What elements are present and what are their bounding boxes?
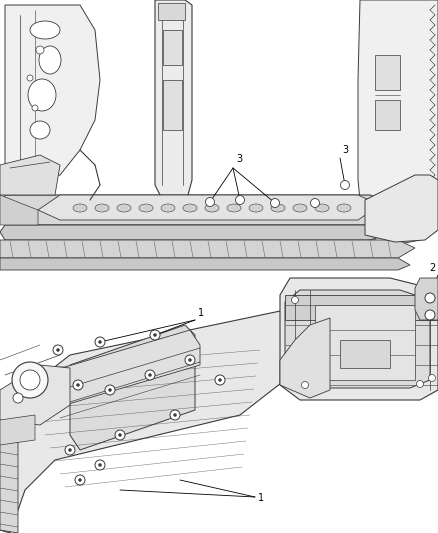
Circle shape <box>153 334 156 336</box>
Polygon shape <box>163 30 182 65</box>
Circle shape <box>77 384 80 386</box>
Circle shape <box>115 430 125 440</box>
Polygon shape <box>45 330 200 408</box>
Polygon shape <box>0 195 38 225</box>
Polygon shape <box>285 295 438 320</box>
Circle shape <box>425 310 435 320</box>
Circle shape <box>148 374 152 376</box>
Circle shape <box>75 475 85 485</box>
Circle shape <box>188 359 191 361</box>
Polygon shape <box>158 3 185 20</box>
Circle shape <box>425 293 435 303</box>
Circle shape <box>53 345 63 355</box>
Polygon shape <box>0 225 395 240</box>
Ellipse shape <box>249 204 263 212</box>
Ellipse shape <box>315 204 329 212</box>
Circle shape <box>27 75 33 81</box>
Circle shape <box>311 198 319 207</box>
Polygon shape <box>375 100 400 130</box>
Circle shape <box>65 445 75 455</box>
Ellipse shape <box>227 204 241 212</box>
Circle shape <box>145 370 155 380</box>
Circle shape <box>13 393 23 403</box>
Circle shape <box>57 349 60 351</box>
Polygon shape <box>0 258 410 270</box>
Ellipse shape <box>161 204 175 212</box>
Polygon shape <box>0 240 415 258</box>
Polygon shape <box>415 278 438 320</box>
Polygon shape <box>0 430 18 533</box>
Circle shape <box>105 385 115 395</box>
Circle shape <box>150 330 160 340</box>
Polygon shape <box>0 155 60 195</box>
Ellipse shape <box>139 204 153 212</box>
Ellipse shape <box>73 204 87 212</box>
Polygon shape <box>155 0 192 200</box>
Circle shape <box>78 479 81 481</box>
Text: 1: 1 <box>258 493 264 503</box>
Circle shape <box>205 198 215 206</box>
Polygon shape <box>163 80 182 130</box>
Ellipse shape <box>95 204 109 212</box>
Circle shape <box>95 460 105 470</box>
Circle shape <box>99 341 102 343</box>
Polygon shape <box>375 55 400 90</box>
Ellipse shape <box>183 204 197 212</box>
Polygon shape <box>38 195 380 220</box>
Polygon shape <box>340 340 390 368</box>
Circle shape <box>236 196 244 205</box>
Polygon shape <box>0 365 70 425</box>
Polygon shape <box>315 305 415 380</box>
Ellipse shape <box>271 204 285 212</box>
Circle shape <box>219 378 222 382</box>
Circle shape <box>292 296 299 303</box>
Polygon shape <box>280 318 330 398</box>
Circle shape <box>73 380 83 390</box>
Polygon shape <box>0 0 438 270</box>
Polygon shape <box>70 325 195 450</box>
Circle shape <box>99 464 102 466</box>
Polygon shape <box>5 5 100 185</box>
Text: 1: 1 <box>198 308 204 318</box>
Circle shape <box>119 433 121 437</box>
Circle shape <box>109 389 112 392</box>
Circle shape <box>417 381 424 387</box>
Circle shape <box>95 337 105 347</box>
Ellipse shape <box>337 204 351 212</box>
Ellipse shape <box>205 204 219 212</box>
Circle shape <box>20 370 40 390</box>
Polygon shape <box>0 310 285 533</box>
Circle shape <box>36 46 44 54</box>
Circle shape <box>32 105 38 111</box>
Text: 3: 3 <box>236 154 242 164</box>
Circle shape <box>340 181 350 190</box>
Circle shape <box>428 375 435 382</box>
Ellipse shape <box>117 204 131 212</box>
Polygon shape <box>285 290 430 388</box>
Polygon shape <box>0 415 35 445</box>
Polygon shape <box>0 195 398 225</box>
Circle shape <box>301 382 308 389</box>
Circle shape <box>215 375 225 385</box>
Polygon shape <box>280 278 438 400</box>
Circle shape <box>170 410 180 420</box>
Text: 2: 2 <box>430 263 436 273</box>
Ellipse shape <box>39 46 61 74</box>
Ellipse shape <box>28 79 56 111</box>
Ellipse shape <box>293 204 307 212</box>
Circle shape <box>68 448 71 451</box>
Circle shape <box>185 355 195 365</box>
Circle shape <box>271 198 279 207</box>
Polygon shape <box>365 175 438 242</box>
Polygon shape <box>358 0 438 245</box>
Circle shape <box>173 414 177 416</box>
Text: 3: 3 <box>342 145 348 155</box>
Ellipse shape <box>30 121 50 139</box>
Ellipse shape <box>30 21 60 39</box>
Circle shape <box>12 362 48 398</box>
